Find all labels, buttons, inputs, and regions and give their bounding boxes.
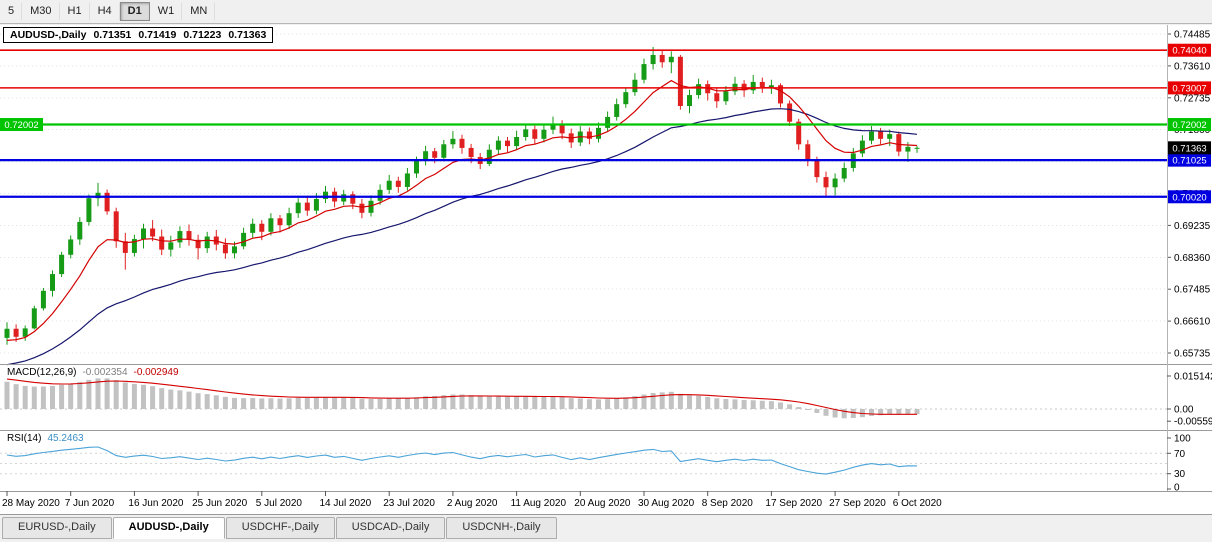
- tab-usdchf[interactable]: USDCHF-,Daily: [225, 517, 335, 539]
- svg-text:0.65735: 0.65735: [1174, 349, 1211, 360]
- macd-name: MACD(12,26,9): [7, 367, 77, 378]
- moving-average-slow: [6, 108, 918, 366]
- ohlc-open: 0.71351: [93, 29, 132, 41]
- price-tag: [1168, 118, 1211, 132]
- timeframe-button-d1[interactable]: D1: [119, 2, 150, 21]
- svg-text:16 Jun 2020: 16 Jun 2020: [128, 498, 183, 509]
- symbol-tabbar: EURUSD-,Daily AUDUSD-,Daily USDCHF-,Dail…: [0, 514, 1212, 542]
- timeframe-toolbar: 5 M30 H1 H4 D1 W1 MN: [0, 0, 1212, 24]
- timeframe-button-m30[interactable]: M30: [22, 2, 60, 21]
- svg-text:20 Aug 2020: 20 Aug 2020: [574, 498, 631, 509]
- svg-text:7 Jun 2020: 7 Jun 2020: [65, 498, 115, 509]
- svg-text:0.74040: 0.74040: [1172, 46, 1206, 57]
- price-tag-left: [0, 118, 43, 132]
- rsi-indicator-label: RSI(14) 45.2463: [7, 433, 84, 444]
- macd-signal-value: -0.002949: [133, 367, 179, 378]
- price-tag: [1168, 43, 1211, 57]
- svg-text:27 Sep 2020: 27 Sep 2020: [829, 498, 886, 509]
- tab-usdcad[interactable]: USDCAD-,Daily: [335, 517, 446, 539]
- ohlc-low: 0.71223: [183, 29, 222, 41]
- svg-text:0.72002: 0.72002: [4, 120, 38, 131]
- macd-value: -0.002354: [82, 367, 128, 378]
- tab-audusd[interactable]: AUDUSD-,Daily: [112, 517, 225, 539]
- svg-text:25 Jun 2020: 25 Jun 2020: [192, 498, 247, 509]
- tab-eurusd[interactable]: EURUSD-,Daily: [2, 517, 112, 539]
- candlestick-chart[interactable]: 0.744850.736100.727350.718600.709850.701…: [0, 25, 1212, 514]
- svg-text:0.69235: 0.69235: [1174, 221, 1211, 232]
- svg-text:11 Aug 2020: 11 Aug 2020: [511, 498, 567, 509]
- svg-text:30: 30: [1174, 469, 1186, 480]
- timeframe-button-h4[interactable]: H4: [90, 2, 120, 21]
- macd-panel: 0.015142 0.00-0.005595: [0, 371, 1212, 428]
- svg-text:30 Aug 2020: 30 Aug 2020: [638, 498, 695, 509]
- svg-text:0.72735: 0.72735: [1174, 93, 1211, 104]
- svg-text:17 Sep 2020: 17 Sep 2020: [765, 498, 822, 509]
- svg-text:0.015142: 0.015142: [1174, 371, 1212, 382]
- tab-usdcnh[interactable]: USDCNH-,Daily: [446, 517, 557, 539]
- price-tag: [1168, 81, 1211, 95]
- svg-text:0.71025: 0.71025: [1172, 156, 1206, 167]
- svg-text:5 Jul 2020: 5 Jul 2020: [256, 498, 303, 509]
- rsi-value: 45.2463: [47, 433, 84, 444]
- svg-text:0.66610: 0.66610: [1174, 317, 1211, 328]
- svg-text:0.68360: 0.68360: [1174, 253, 1211, 264]
- svg-text:0.00: 0.00: [1174, 405, 1194, 416]
- svg-text:70: 70: [1174, 449, 1186, 460]
- svg-text:100: 100: [1174, 434, 1191, 445]
- timeframe-button-mn[interactable]: MN: [182, 2, 216, 21]
- ohlc-close: 0.71363: [228, 29, 267, 41]
- price-tag: [1168, 190, 1211, 204]
- svg-text:28 May 2020: 28 May 2020: [2, 498, 60, 509]
- svg-text:0.72002: 0.72002: [1172, 120, 1206, 131]
- svg-text:6 Oct 2020: 6 Oct 2020: [893, 498, 942, 509]
- rsi-panel: 100 70 30 0: [0, 434, 1191, 494]
- rsi-name: RSI(14): [7, 433, 42, 444]
- svg-text:-0.005595: -0.005595: [1174, 417, 1212, 428]
- svg-text:0.73610: 0.73610: [1174, 61, 1211, 72]
- svg-text:0.74485: 0.74485: [1174, 30, 1211, 41]
- chart-title-box: AUDUSD-,Daily 0.71351 0.71419 0.71223 0.…: [3, 27, 274, 43]
- time-axis[interactable]: 28 May 2020 7 Jun 2020 16 Jun 2020 25 Jun 2…: [2, 491, 942, 509]
- timeframe-button-h1[interactable]: H1: [60, 2, 90, 21]
- svg-text:23 Jul 2020: 23 Jul 2020: [383, 498, 435, 509]
- macd-indicator-label: MACD(12,26,9) -0.002354 -0.002949: [7, 367, 179, 378]
- svg-text:0.73007: 0.73007: [1172, 83, 1206, 94]
- timeframe-button-m5[interactable]: 5: [0, 2, 23, 21]
- price-tag: [1168, 153, 1211, 167]
- svg-text:0.71363: 0.71363: [1172, 143, 1206, 154]
- current-price-tag: [1168, 141, 1211, 155]
- timeframe-button-w1[interactable]: W1: [150, 2, 183, 21]
- svg-text:14 Jul 2020: 14 Jul 2020: [320, 498, 372, 509]
- ohlc-high: 0.71419: [138, 29, 177, 41]
- svg-text:0.70020: 0.70020: [1172, 192, 1206, 203]
- svg-text:8 Sep 2020: 8 Sep 2020: [702, 498, 754, 509]
- svg-text:0.67485: 0.67485: [1174, 285, 1211, 296]
- svg-text:2 Aug 2020: 2 Aug 2020: [447, 498, 498, 509]
- svg-text:0: 0: [1174, 483, 1180, 494]
- chart-symbol-period: AUDUSD-,Daily: [10, 29, 87, 41]
